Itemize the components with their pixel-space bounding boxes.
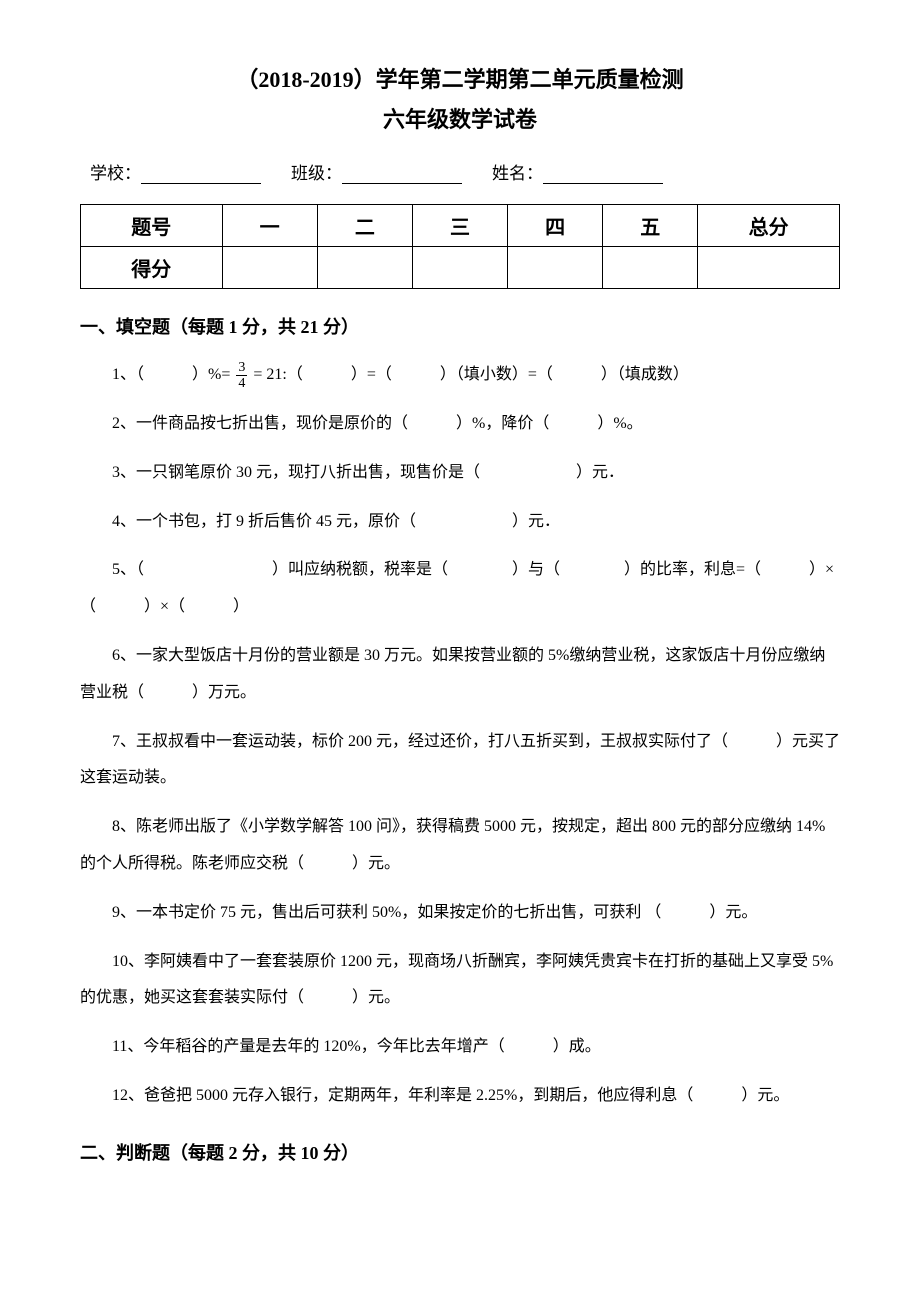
class-blank [342,166,462,185]
th-total: 总分 [698,205,840,247]
fraction-denominator: 4 [236,376,247,391]
school-blank [141,166,261,185]
th-3: 三 [412,205,507,247]
th-5: 五 [603,205,698,247]
question-2: 2、一件商品按七折出售，现价是原价的（ ）%，降价（ ）%。 [80,406,840,443]
student-info-line: 学校： 班级： 姓名： [80,159,840,184]
td-blank [412,247,507,289]
question-12: 12、爸爸把 5000 元存入银行，定期两年，年利率是 2.25%，到期后，他应… [80,1078,840,1115]
td-blank [222,247,317,289]
name-blank [543,166,663,185]
question-1: 1、（ ）%= 3 4 = 21:（ ）=（ ）（填小数）=（ ）（填成数） [80,357,840,394]
name-label: 姓名： [492,159,543,184]
question-4: 4、一个书包，打 9 折后售价 45 元，原价（ ）元． [80,504,840,541]
td-score-label: 得分 [81,247,223,289]
td-blank [603,247,698,289]
th-2: 二 [317,205,412,247]
question-5: 5、（ ）叫应纳税额，税率是（ ）与（ ）的比率，利息=（ ）×（ ）×（ ） [80,552,840,626]
th-label: 题号 [81,205,223,247]
question-3: 3、一只钢笔原价 30 元，现打八折出售，现售价是（ ）元． [80,455,840,492]
td-blank [508,247,603,289]
exam-title-line2: 六年级数学试卷 [80,100,840,140]
exam-title-line1: （2018-2019）学年第二学期第二单元质量检测 [80,60,840,100]
fraction-numerator: 3 [236,360,247,376]
table-row: 题号 一 二 三 四 五 总分 [81,205,840,247]
section-2-heading: 二、判断题（每题 2 分，共 10 分） [80,1139,840,1165]
td-blank [698,247,840,289]
school-label: 学校： [90,159,141,184]
question-7: 7、王叔叔看中一套运动装，标价 200 元，经过还价，打八五折买到，王叔叔实际付… [80,724,840,798]
q1-part1: 1、（ ）%= [112,366,234,383]
question-6: 6、一家大型饭店十月份的营业额是 30 万元。如果按营业额的 5%缴纳营业税，这… [80,638,840,712]
score-table: 题号 一 二 三 四 五 总分 得分 [80,204,840,289]
table-row: 得分 [81,247,840,289]
class-label: 班级： [291,159,342,184]
fraction-icon: 3 4 [236,360,247,392]
th-4: 四 [508,205,603,247]
question-10: 10、李阿姨看中了一套套装原价 1200 元，现商场八折酬宾，李阿姨凭贵宾卡在打… [80,944,840,1018]
th-1: 一 [222,205,317,247]
section-1-heading: 一、填空题（每题 1 分，共 21 分） [80,313,840,339]
question-8: 8、陈老师出版了《小学数学解答 100 问》，获得稿费 5000 元，按规定，超… [80,809,840,883]
question-9: 9、一本书定价 75 元，售出后可获利 50%，如果按定价的七折出售，可获利 （… [80,895,840,932]
question-11: 11、今年稻谷的产量是去年的 120%，今年比去年增产（ ）成。 [80,1029,840,1066]
td-blank [317,247,412,289]
q1-part2: = 21:（ ）=（ ）（填小数）=（ ）（填成数） [253,366,689,383]
